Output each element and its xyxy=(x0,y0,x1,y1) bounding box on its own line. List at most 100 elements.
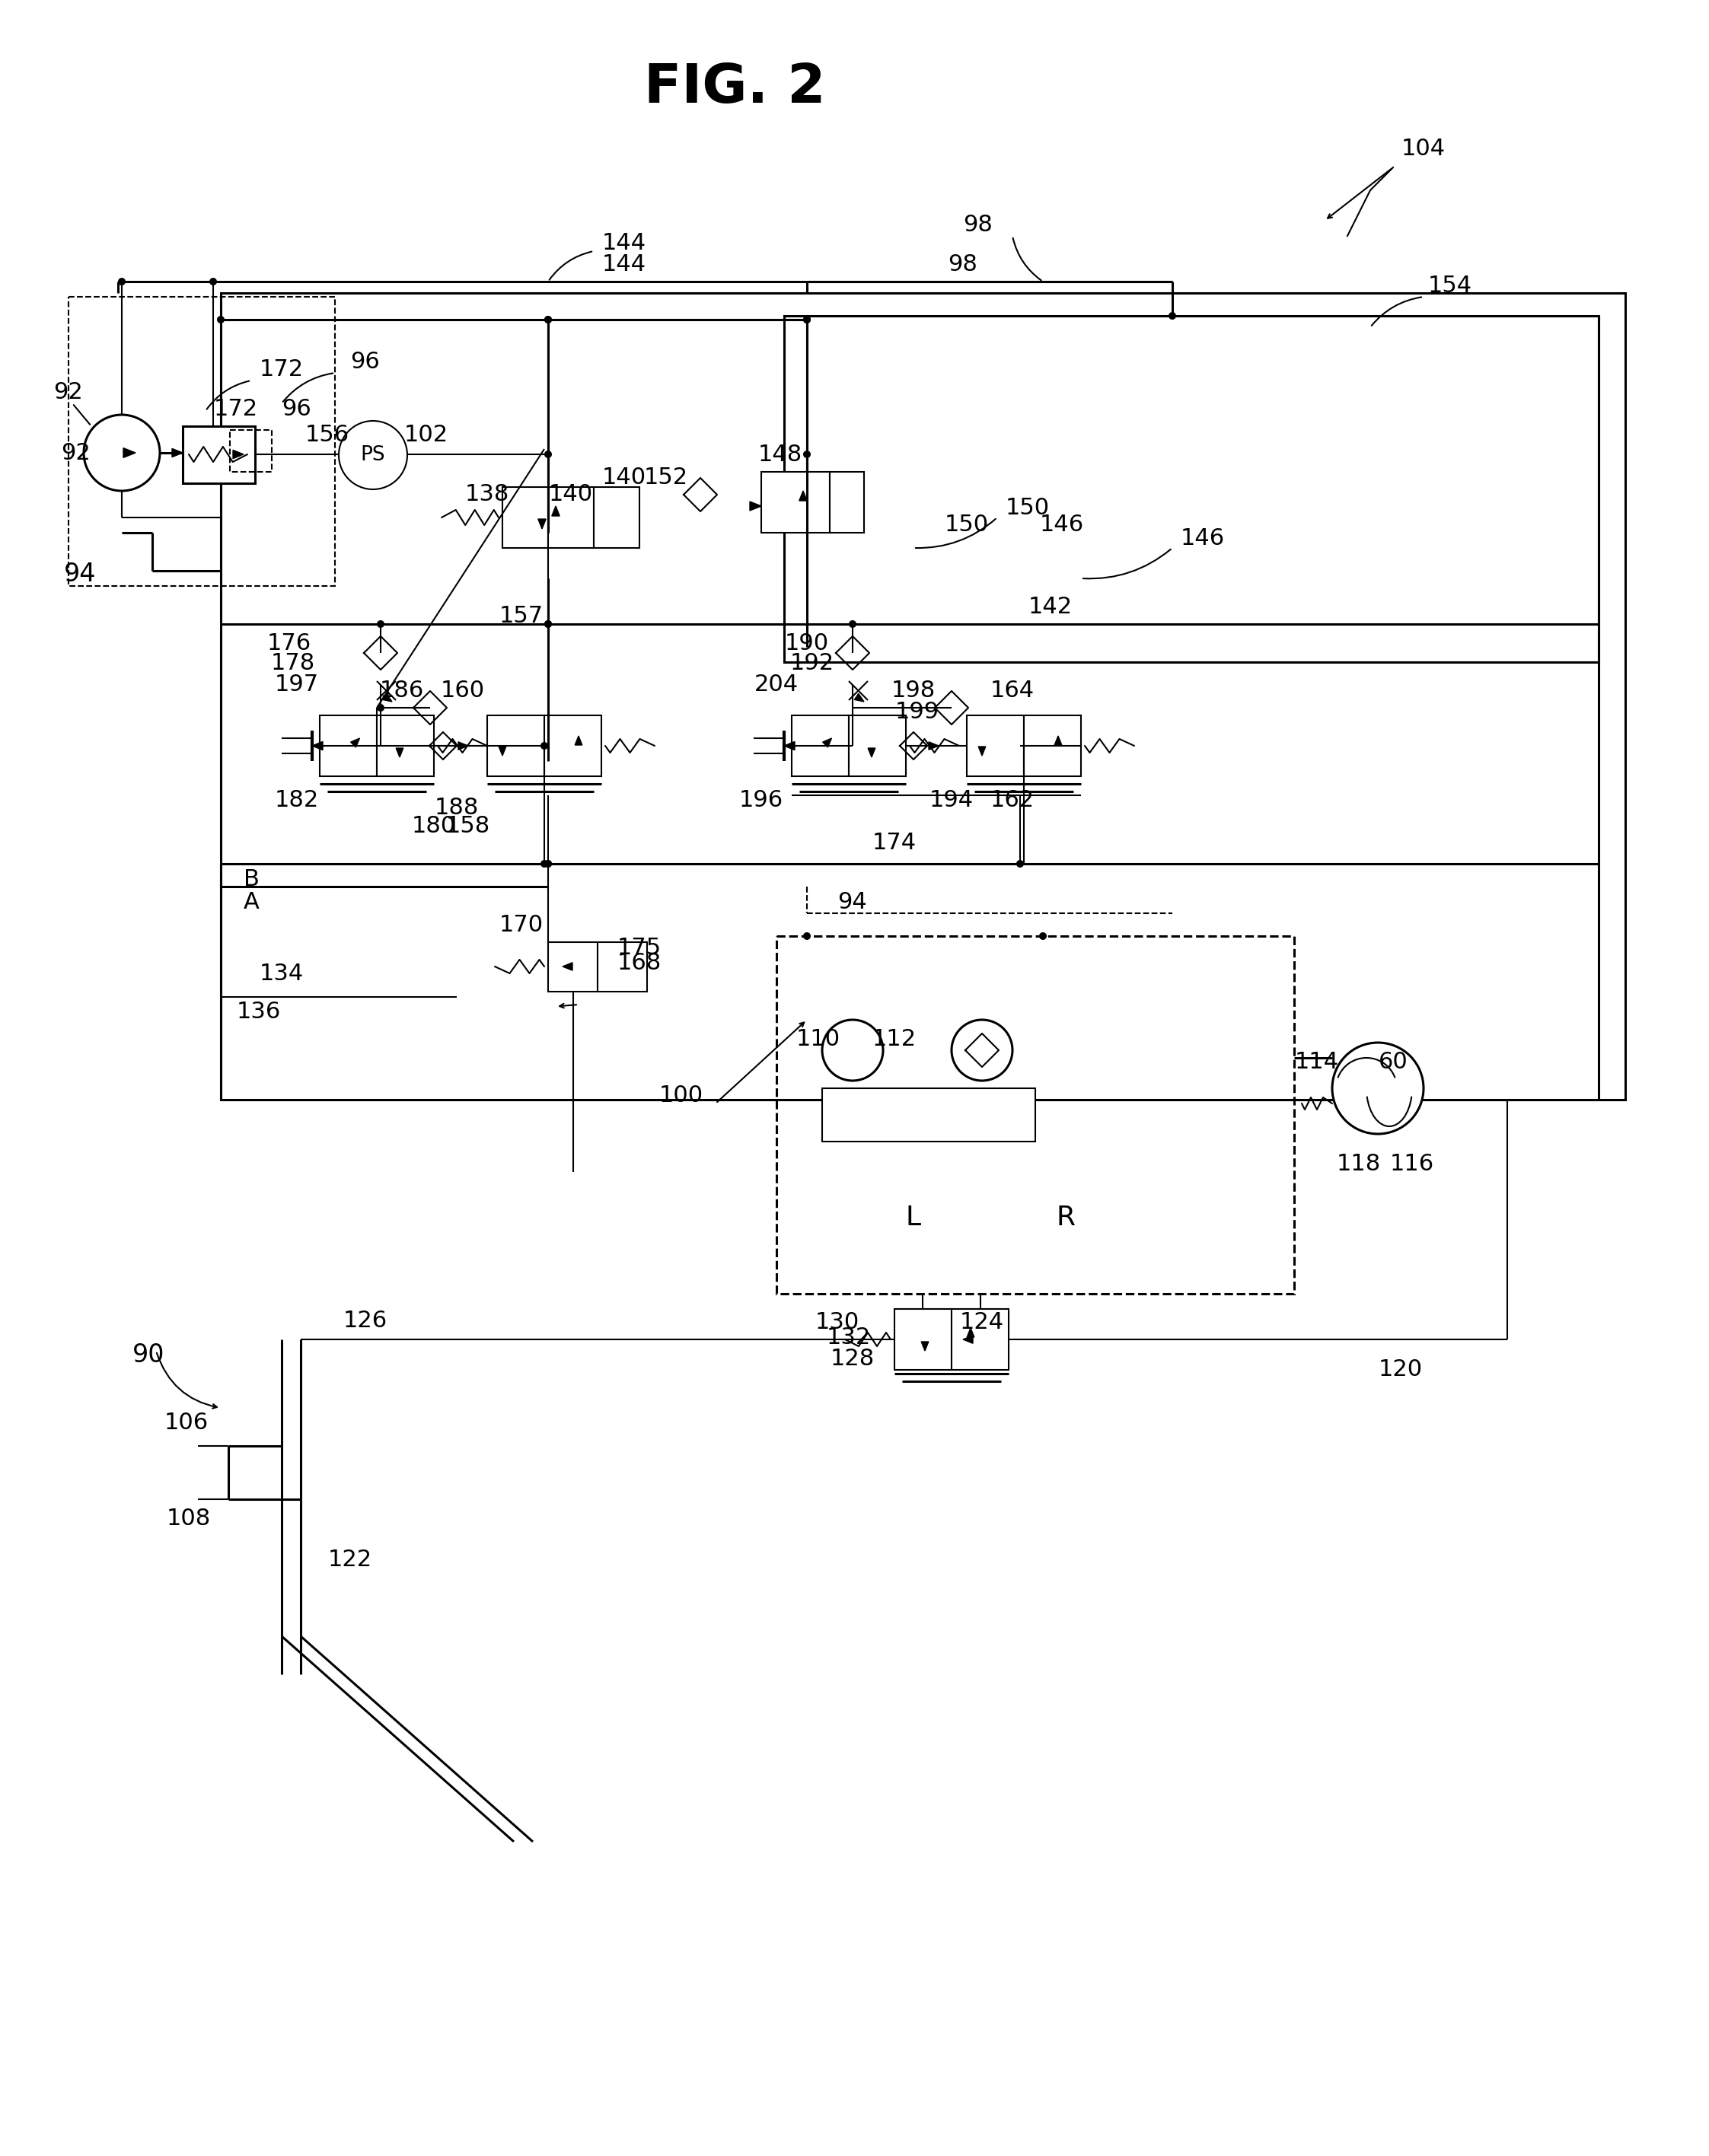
Bar xyxy=(549,487,593,548)
Polygon shape xyxy=(313,742,323,750)
Polygon shape xyxy=(232,451,244,459)
Text: 96: 96 xyxy=(350,351,379,373)
Text: 146: 146 xyxy=(1181,528,1225,550)
Bar xyxy=(220,293,1625,1100)
Polygon shape xyxy=(1054,735,1061,746)
Text: 116: 116 xyxy=(1389,1153,1434,1175)
Circle shape xyxy=(543,860,552,867)
Text: 102: 102 xyxy=(403,425,448,446)
Text: 160: 160 xyxy=(441,679,485,703)
Polygon shape xyxy=(123,448,135,457)
Polygon shape xyxy=(173,448,183,457)
Text: 188: 188 xyxy=(434,798,479,819)
Text: 190: 190 xyxy=(784,632,829,653)
Text: 164: 164 xyxy=(990,679,1034,703)
Polygon shape xyxy=(350,737,359,748)
Text: 198: 198 xyxy=(892,679,935,703)
Circle shape xyxy=(1039,931,1046,940)
Polygon shape xyxy=(574,735,583,746)
Text: 118: 118 xyxy=(1336,1153,1381,1175)
Circle shape xyxy=(1333,1044,1424,1134)
Polygon shape xyxy=(538,520,545,528)
Text: PS: PS xyxy=(361,444,386,466)
Polygon shape xyxy=(928,742,938,750)
Text: 122: 122 xyxy=(328,1548,373,1572)
Text: 157: 157 xyxy=(499,606,543,627)
Bar xyxy=(952,1309,1008,1369)
Text: 128: 128 xyxy=(831,1348,875,1369)
Circle shape xyxy=(543,315,552,323)
Polygon shape xyxy=(854,694,865,701)
Text: 138: 138 xyxy=(465,483,509,507)
Text: 192: 192 xyxy=(790,653,834,675)
Text: 108: 108 xyxy=(166,1507,210,1529)
Text: 110: 110 xyxy=(796,1028,841,1050)
Circle shape xyxy=(543,621,552,627)
Text: 92: 92 xyxy=(53,382,84,403)
Text: 182: 182 xyxy=(275,789,320,811)
Circle shape xyxy=(1169,313,1176,319)
Text: 199: 199 xyxy=(896,701,940,722)
Text: 106: 106 xyxy=(164,1412,208,1434)
Text: 194: 194 xyxy=(930,789,974,811)
Text: 98: 98 xyxy=(948,254,978,276)
Text: 172: 172 xyxy=(214,399,258,420)
Bar xyxy=(894,1309,952,1369)
Text: 156: 156 xyxy=(306,425,349,446)
Polygon shape xyxy=(800,492,807,500)
Circle shape xyxy=(849,621,856,627)
Circle shape xyxy=(952,1020,1012,1080)
Bar xyxy=(776,936,1294,1294)
Bar xyxy=(487,716,543,776)
Circle shape xyxy=(543,860,552,867)
Circle shape xyxy=(1017,860,1024,867)
Bar xyxy=(967,716,1024,776)
Text: 180: 180 xyxy=(412,815,456,837)
Bar xyxy=(320,716,376,776)
Circle shape xyxy=(803,315,810,323)
Bar xyxy=(543,716,602,776)
Bar xyxy=(376,716,434,776)
Text: 196: 196 xyxy=(738,789,783,811)
Text: 136: 136 xyxy=(236,1000,280,1024)
Polygon shape xyxy=(750,502,761,511)
Text: 104: 104 xyxy=(1401,138,1446,160)
Circle shape xyxy=(338,420,407,489)
Text: 158: 158 xyxy=(446,815,490,837)
Bar xyxy=(598,942,648,992)
Circle shape xyxy=(540,860,549,867)
Text: 150: 150 xyxy=(945,513,990,537)
Bar xyxy=(549,942,598,992)
Text: 174: 174 xyxy=(872,832,916,854)
Bar xyxy=(784,315,1598,662)
Text: 154: 154 xyxy=(1429,274,1471,295)
Text: 172: 172 xyxy=(260,358,304,379)
Text: 140: 140 xyxy=(602,468,646,489)
Circle shape xyxy=(822,1020,884,1080)
Circle shape xyxy=(84,414,161,492)
Bar xyxy=(68,298,335,586)
Circle shape xyxy=(803,315,810,323)
Text: 168: 168 xyxy=(617,951,661,975)
Circle shape xyxy=(543,621,552,627)
Text: L: L xyxy=(906,1205,921,1231)
Text: 114: 114 xyxy=(1295,1050,1340,1074)
Circle shape xyxy=(217,315,224,323)
Text: 134: 134 xyxy=(260,964,304,985)
Text: 148: 148 xyxy=(759,444,803,466)
Circle shape xyxy=(543,315,552,323)
Text: 144: 144 xyxy=(602,254,646,276)
Text: R: R xyxy=(1056,1205,1075,1231)
Text: 132: 132 xyxy=(827,1326,872,1350)
Text: 126: 126 xyxy=(344,1309,388,1332)
Text: 94: 94 xyxy=(63,563,96,586)
Text: 98: 98 xyxy=(964,213,993,235)
Polygon shape xyxy=(562,962,573,970)
Text: 150: 150 xyxy=(1005,498,1049,520)
Polygon shape xyxy=(962,1335,972,1343)
Circle shape xyxy=(803,931,810,940)
Circle shape xyxy=(803,451,810,457)
Text: 100: 100 xyxy=(660,1084,704,1106)
Text: 60: 60 xyxy=(1379,1050,1408,1074)
Text: 130: 130 xyxy=(815,1311,860,1335)
